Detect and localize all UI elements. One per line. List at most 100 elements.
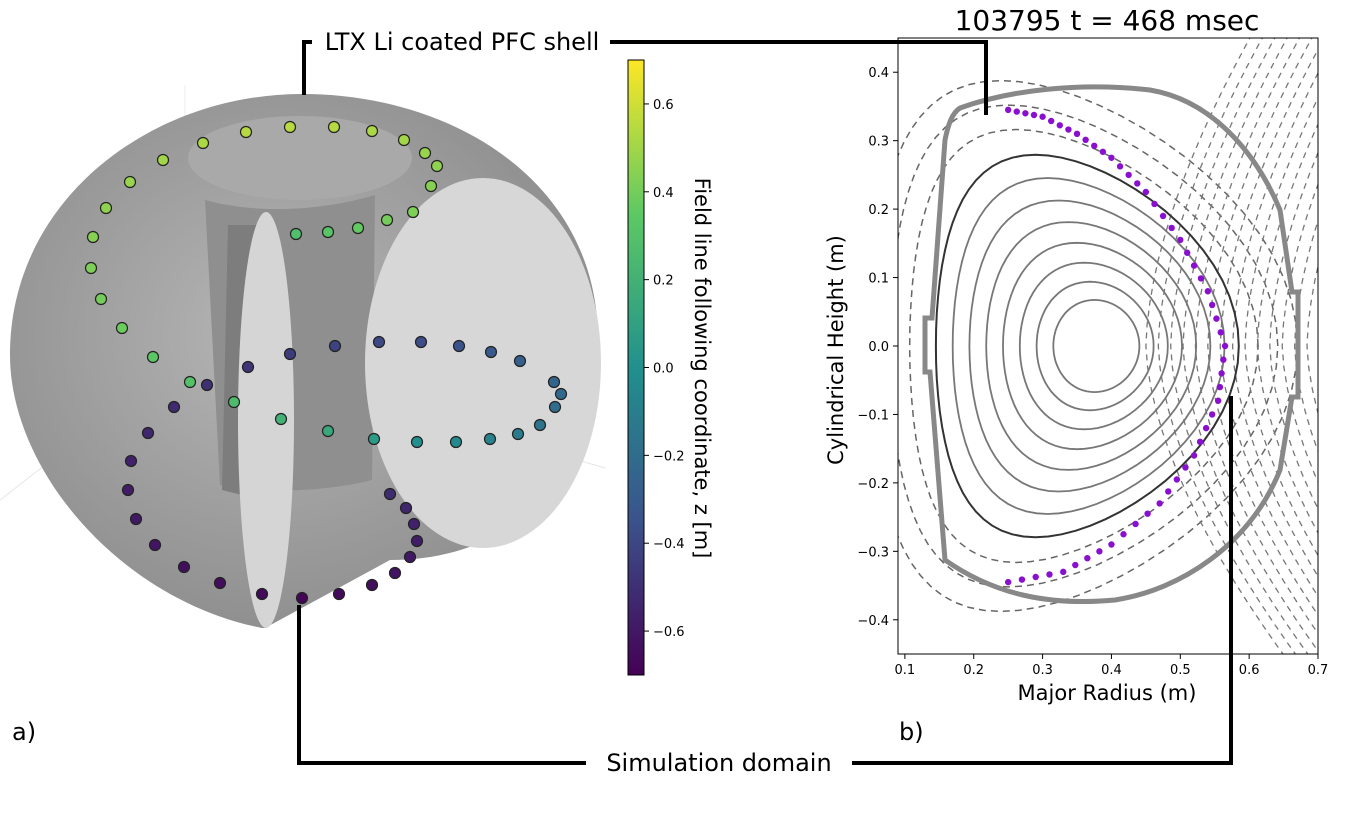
field-line-marker-4 [418, 146, 432, 160]
open-field-line-2 [1170, 38, 1309, 654]
field-line-point-42 [1132, 520, 1139, 528]
field-line-marker-2 [365, 124, 379, 138]
field-line-marker-48 [332, 587, 346, 601]
plot-frame [897, 37, 1319, 655]
field-line-point-35 [1196, 438, 1204, 446]
y-tick-label-0: 0.4 [868, 66, 889, 81]
field-line-marker-15 [146, 350, 160, 364]
x-tick-label-5: 0.6 [1239, 663, 1260, 678]
y-tick-label-7: −0.3 [857, 545, 889, 560]
field-line-point-36 [1190, 452, 1198, 459]
field-line-point-38 [1173, 476, 1181, 483]
domain-callout: Simulation domain [297, 396, 1233, 777]
field-line-marker-10 [99, 201, 113, 215]
field-line-point-47 [1072, 561, 1079, 569]
open-field-line-1 [1157, 38, 1297, 654]
field-line-marker-52 [410, 534, 424, 548]
field-line-marker-9 [123, 175, 137, 189]
field-line-point-21 [1183, 249, 1191, 256]
colorbar-tick-label-6: −0.6 [653, 625, 685, 640]
field-line-marker-33 [372, 335, 386, 349]
field-line-marker-38 [167, 400, 181, 414]
field-line-marker-26 [548, 400, 562, 414]
flux-surface-1 [1052, 298, 1141, 394]
field-line-point-30 [1218, 370, 1225, 377]
field-line-point-33 [1208, 411, 1216, 418]
field-line-marker-31 [452, 339, 466, 353]
field-line-point-9 [1082, 136, 1089, 144]
field-line-point-22 [1190, 262, 1198, 269]
open-field-line-13 [1306, 263, 1318, 416]
field-line-point-45 [1096, 548, 1103, 555]
open-field-line-15 [1332, 24, 1350, 667]
field-line-marker-41 [121, 483, 135, 497]
open-field-line-8 [1244, 96, 1318, 557]
open-field-line-10 [1269, 151, 1318, 511]
field-line-point-41 [1144, 510, 1151, 517]
colorbar-tick-label-4: −0.2 [653, 449, 685, 464]
flux-surface-7 [951, 177, 1226, 515]
field-line-marker-36 [241, 360, 255, 374]
field-line-point-0 [1004, 106, 1012, 114]
field-line-point-44 [1108, 541, 1115, 548]
field-line-marker-21 [410, 435, 424, 449]
field-line-marker-58 [380, 213, 394, 227]
field-line-point-2 [1022, 110, 1029, 117]
open-field-line-5 [1207, 38, 1318, 617]
x-tick-label-2: 0.3 [1032, 663, 1053, 678]
y-tick-label-6: −0.2 [857, 477, 889, 492]
field-line-point-26 [1213, 315, 1220, 322]
field-line-marker-35 [283, 347, 297, 361]
field-line-point-end [1004, 578, 1012, 586]
field-line-marker-17 [227, 395, 241, 409]
colorbar-tick-label-2: 0.2 [653, 274, 674, 289]
panel-b-label: b) [899, 718, 924, 746]
field-line-marker-43 [148, 538, 162, 552]
field-line-point-43 [1120, 531, 1127, 538]
field-line-marker-23 [483, 432, 497, 446]
field-line-marker-56 [424, 179, 438, 193]
colorbar-tick-label-5: −0.4 [653, 537, 685, 552]
torus-hole [188, 116, 412, 200]
field-line-point-13 [1116, 163, 1124, 170]
field-line-marker-40 [124, 454, 138, 468]
field-line-point-19 [1168, 224, 1175, 232]
field-line-marker-12 [84, 261, 98, 275]
domain-label: Simulation domain [606, 749, 831, 777]
separatrix-line-1 [898, 104, 1279, 588]
field-line-point-31 [1216, 383, 1224, 391]
torus-panel [0, 85, 606, 629]
field-line-point-17 [1151, 200, 1158, 208]
field-line-marker-60 [321, 225, 335, 239]
open-field-line-0 [1145, 38, 1284, 654]
field-line-marker-45 [213, 576, 227, 590]
field-line-marker-27 [554, 387, 568, 401]
field-line-marker-55 [383, 487, 397, 501]
field-line-marker-32 [414, 335, 428, 349]
x-axis-label: Major Radius (m) [1018, 681, 1197, 705]
separatrix-line-2 [898, 79, 1299, 613]
y-axis-label: Cylindrical Height (m) [824, 235, 848, 465]
field-line-point-11 [1099, 148, 1107, 155]
y-tick-label-2: 0.2 [868, 203, 889, 218]
field-line-marker-30 [484, 345, 498, 359]
field-line-marker-14 [115, 321, 129, 335]
field-line-marker-42 [129, 512, 143, 526]
y-tick-label-5: −0.1 [857, 408, 889, 423]
field-line-marker-19 [321, 424, 335, 438]
field-line-marker-47 [295, 591, 309, 605]
field-line-marker-53 [407, 517, 421, 531]
field-line-point-28 [1221, 342, 1229, 350]
plot-axes: 0.1 0.2 0.3 0.4 0.5 0.6 0.7 0.4 0.3 0.2 0.1 0.0 −0.1… [857, 66, 1328, 678]
open-field-lines [898, 24, 1350, 667]
field-line-marker-25 [533, 418, 547, 432]
field-line-point-4 [1039, 113, 1046, 120]
field-line-point-12 [1108, 154, 1115, 161]
field-line-point-27 [1217, 329, 1224, 336]
field-line-marker-46 [255, 587, 269, 601]
field-line-marker-54 [399, 501, 413, 515]
field-line-point-37 [1182, 464, 1189, 471]
field-line-point-18 [1159, 212, 1167, 220]
open-field-line-3 [1182, 38, 1318, 653]
